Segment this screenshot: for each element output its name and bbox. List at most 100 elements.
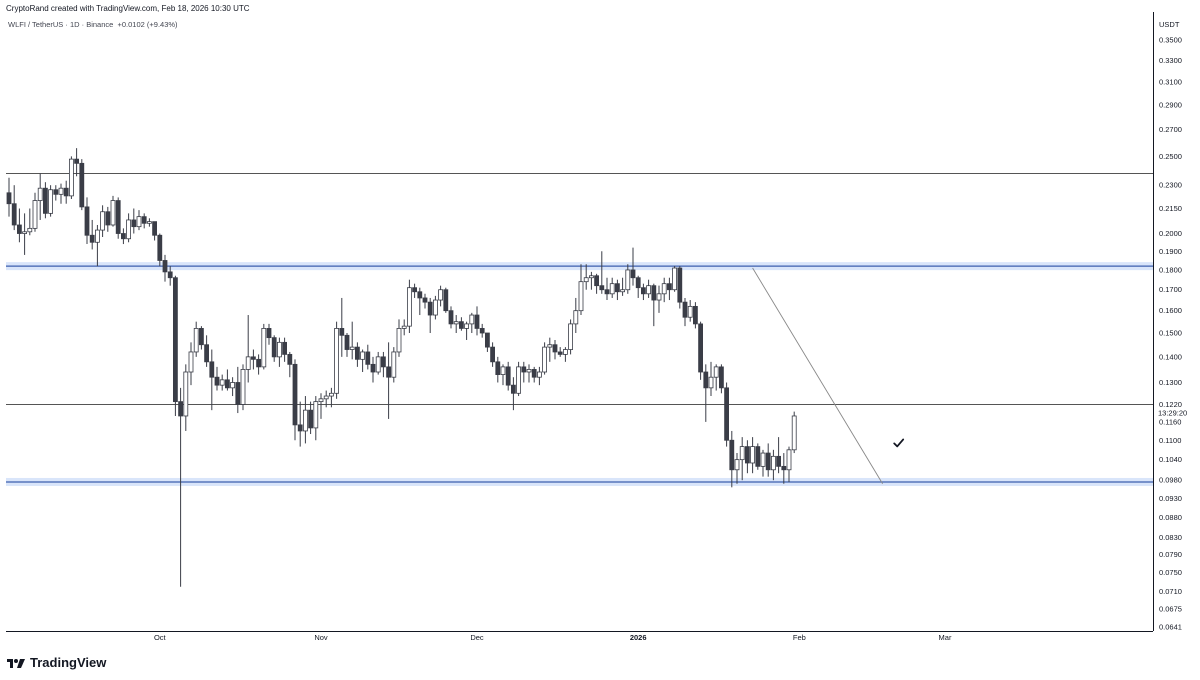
- candle: [630, 247, 636, 286]
- candle-body: [386, 366, 392, 378]
- candle: [152, 221, 158, 241]
- candle-body: [547, 344, 553, 348]
- candle: [401, 319, 407, 336]
- candle-body: [22, 231, 28, 234]
- candle: [656, 285, 662, 313]
- candle-body: [126, 219, 131, 240]
- tradingview-logo[interactable]: TradingView: [6, 655, 106, 670]
- candle: [146, 218, 152, 227]
- candle: [224, 369, 230, 391]
- candle-body: [152, 221, 158, 236]
- levels-layer: [6, 173, 1153, 405]
- candle-body: [563, 349, 568, 355]
- candle-body: [542, 346, 547, 373]
- candle: [349, 321, 355, 360]
- candle: [620, 277, 625, 296]
- candle: [32, 192, 38, 232]
- candle: [22, 213, 28, 255]
- candle-body: [63, 187, 69, 197]
- candle-body: [438, 289, 444, 301]
- checkmark-icon: [893, 438, 905, 448]
- candle: [786, 446, 792, 482]
- candle-body: [464, 323, 470, 329]
- candle-body: [609, 283, 615, 295]
- trendline-0: [752, 267, 883, 484]
- price-tick-label: 0.2000: [1159, 229, 1182, 238]
- candle-body: [193, 328, 199, 353]
- candle-body: [375, 356, 381, 373]
- candle-body: [89, 234, 95, 243]
- candle-body: [141, 216, 147, 224]
- candle: [214, 366, 220, 391]
- candle-body: [526, 369, 532, 373]
- candle: [641, 283, 646, 301]
- countdown-label: 13:29:20: [1158, 409, 1187, 418]
- candle: [354, 342, 360, 367]
- candle-body: [781, 465, 787, 471]
- price-tick-label: 0.1500: [1159, 328, 1182, 337]
- candle-body: [261, 328, 267, 368]
- candle-body: [521, 366, 527, 373]
- candle-body: [115, 200, 121, 234]
- candle: [526, 364, 532, 383]
- candle: [615, 279, 620, 301]
- candle: [698, 321, 703, 380]
- candle-body: [791, 415, 797, 451]
- candle: [370, 356, 376, 383]
- price-tick-label: 0.3300: [1159, 56, 1182, 65]
- price-tick-label: 0.2700: [1159, 125, 1182, 134]
- candle-body: [490, 346, 496, 363]
- candle: [594, 273, 599, 294]
- candle: [328, 387, 334, 408]
- symbol-legend[interactable]: WLFI / TetherUS · 1D · Binance +0.0102 (…: [8, 20, 178, 29]
- candles-layer: [6, 148, 797, 587]
- candle: [204, 335, 210, 367]
- candle: [11, 185, 17, 231]
- candle-body: [271, 337, 277, 358]
- candle: [282, 337, 288, 362]
- candle-body: [453, 321, 459, 325]
- candle-body: [469, 314, 475, 325]
- candle-body: [396, 328, 402, 353]
- candle-body: [250, 356, 256, 360]
- candle-body: [188, 351, 194, 373]
- candle-body: [308, 409, 314, 429]
- price-tick-label: 0.0641: [1159, 623, 1182, 632]
- candle: [318, 393, 324, 419]
- candle: [573, 297, 579, 333]
- candle-body: [131, 219, 137, 228]
- candle: [672, 266, 677, 292]
- candle-body: [443, 289, 449, 312]
- candle: [89, 219, 95, 250]
- price-tick-label: 0.1800: [1159, 265, 1182, 274]
- price-tick-label: 0.1300: [1159, 378, 1182, 387]
- candle: [448, 306, 454, 329]
- candle-body: [219, 379, 225, 386]
- candle: [458, 317, 464, 331]
- candle: [235, 366, 241, 414]
- price-tick-label: 0.1700: [1159, 285, 1182, 294]
- candle-body: [693, 305, 698, 325]
- candle-body: [661, 283, 667, 295]
- candle: [417, 287, 423, 316]
- candle-body: [646, 285, 651, 295]
- candle: [776, 437, 781, 474]
- candle: [667, 277, 672, 301]
- candle-body: [334, 328, 340, 394]
- candle-body: [734, 459, 740, 471]
- candle: [490, 342, 496, 367]
- candle-body: [401, 325, 407, 329]
- candle-body: [755, 446, 761, 467]
- candle-body: [74, 158, 79, 164]
- candle-body: [677, 267, 683, 303]
- candle: [505, 361, 511, 391]
- time-axis-label: Nov: [314, 633, 328, 642]
- candle: [531, 366, 537, 383]
- candle-body: [204, 344, 210, 363]
- candle: [474, 306, 480, 336]
- candle: [126, 213, 131, 243]
- candle: [646, 279, 651, 298]
- candle: [412, 283, 418, 298]
- candle: [188, 342, 194, 386]
